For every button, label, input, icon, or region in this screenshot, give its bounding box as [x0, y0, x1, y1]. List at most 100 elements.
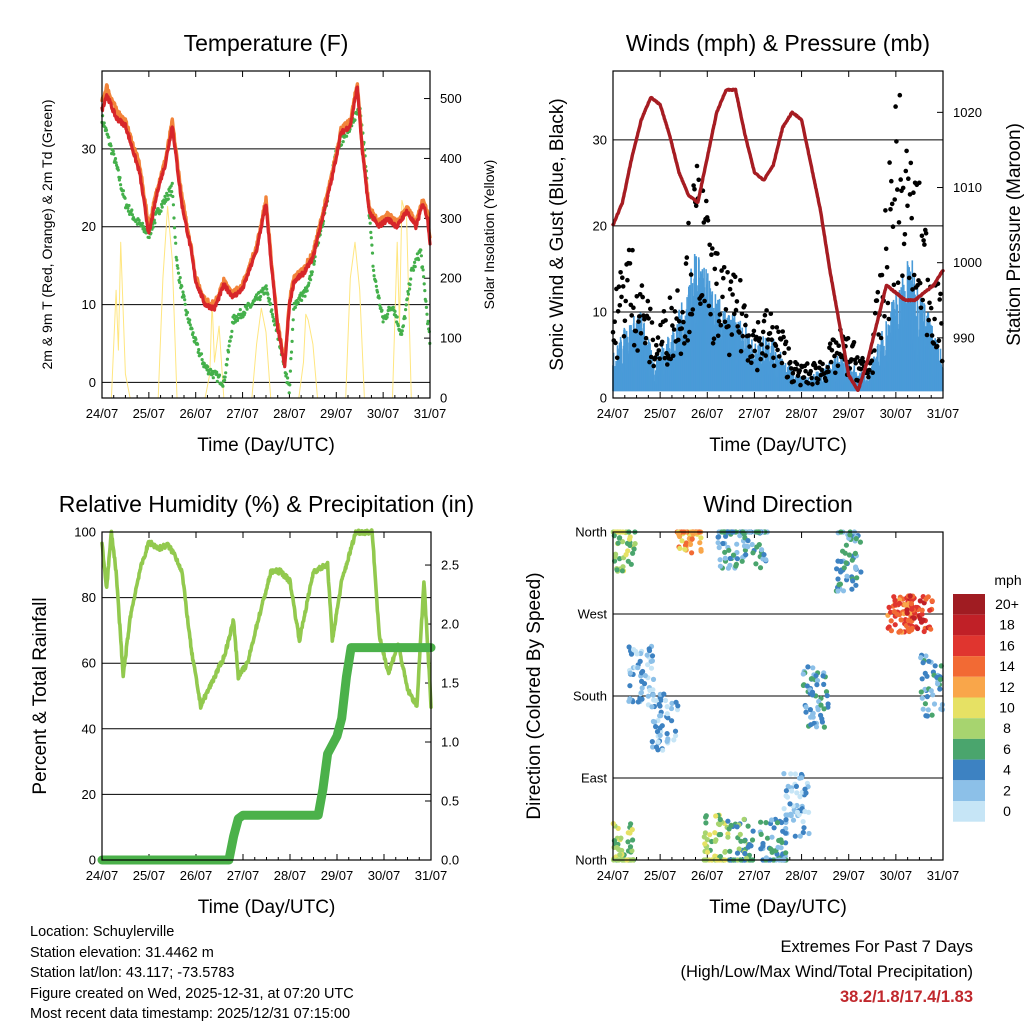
dewpoint-point: [420, 265, 425, 269]
gust-point: [759, 342, 764, 347]
dewpoint-point: [215, 379, 219, 383]
direction-point: [677, 545, 683, 552]
dewpoint-point: [119, 183, 123, 187]
x-tick-label: 30/07: [368, 868, 401, 883]
direction-point: [924, 713, 931, 719]
gust-point: [716, 319, 722, 324]
gust-point: [749, 353, 755, 359]
y-tick-label: 10: [593, 304, 607, 319]
direction-point: [631, 546, 637, 552]
dewpoint-point: [381, 320, 385, 324]
gust-point: [776, 329, 781, 335]
dewpoint-point: [107, 135, 111, 139]
y2-tick-label: 400: [440, 151, 462, 166]
gust-point: [918, 305, 924, 311]
direction-point: [734, 541, 740, 547]
t2m-line: [100, 85, 432, 369]
dewpoint-point: [225, 357, 229, 361]
y-tick-label: 0: [89, 375, 96, 390]
x-tick-label: 29/07: [832, 868, 865, 883]
direction-point: [632, 541, 638, 547]
gust-point: [894, 139, 899, 144]
gust-point: [781, 334, 786, 340]
station-info: Location: Schuylerville Station elevatio…: [30, 922, 354, 1025]
direction-point: [821, 724, 828, 730]
x-tick-label: 24/07: [86, 868, 119, 883]
direction-point: [814, 682, 820, 688]
dewpoint-point: [121, 189, 125, 193]
direction-point: [938, 706, 944, 712]
gust-point: [718, 322, 724, 328]
direction-point: [843, 560, 849, 566]
x-tick-label: 26/07: [691, 868, 724, 883]
gust-point: [737, 330, 742, 335]
dewpoint-point: [339, 143, 344, 147]
gust-point: [855, 355, 860, 360]
legend-swatch: [953, 594, 985, 615]
y2-tick-label: 2.5: [441, 558, 459, 573]
direction-point: [920, 617, 926, 623]
gust-point: [709, 252, 714, 257]
plot-border: [612, 531, 944, 861]
extremes-values: 38.2/1.8/17.4/1.83: [839, 988, 973, 1006]
gust-point: [872, 348, 877, 353]
gust-point: [764, 308, 769, 313]
dewpoint-point: [391, 305, 395, 309]
direction-point: [783, 793, 789, 799]
x-axis-label: Time (Day/UTC): [198, 897, 336, 918]
dewpoint-point: [245, 307, 249, 311]
x-tick-label: 28/07: [273, 406, 306, 421]
gust-point: [715, 333, 721, 339]
dewpoint-point: [197, 348, 201, 352]
humidity-line: [100, 528, 433, 710]
direction-point: [911, 615, 917, 621]
direction-point: [758, 831, 764, 838]
gust-point: [708, 311, 713, 317]
dewpoint-point: [178, 276, 182, 280]
direction-point: [669, 718, 675, 724]
gust-point: [771, 363, 777, 369]
gust-point: [687, 329, 692, 335]
gust-point: [923, 231, 929, 236]
gust-point: [785, 374, 791, 380]
gust-point: [657, 356, 662, 362]
gust-point: [900, 273, 905, 279]
direction-point: [650, 744, 656, 750]
legend-swatch: [953, 759, 985, 781]
dewpoint-point: [269, 302, 273, 306]
direction-point: [712, 853, 718, 859]
dewpoint-point: [289, 357, 293, 361]
direction-point: [720, 540, 726, 547]
gust-point: [924, 332, 930, 338]
x-tick-label: 31/07: [927, 868, 960, 883]
dewpoint-point: [288, 383, 292, 387]
dewpoint-point: [116, 168, 120, 172]
gust-point: [720, 294, 725, 300]
gust-point: [712, 266, 718, 272]
dewpoint-point: [400, 329, 404, 333]
x-tick-label: 24/07: [597, 868, 630, 883]
direction-point: [763, 820, 769, 826]
x-tick-label: 30/07: [880, 406, 913, 421]
direction-point: [655, 747, 661, 753]
direction-point: [664, 711, 670, 717]
direction-point: [653, 698, 659, 704]
gust-point: [874, 298, 880, 303]
gust-point: [906, 176, 911, 181]
gust-point: [705, 218, 711, 223]
gust-point: [643, 335, 649, 341]
legend-swatch: [953, 697, 985, 719]
gust-point: [926, 317, 931, 323]
x-tick-label: 25/07: [644, 406, 677, 421]
dewpoint-point: [223, 375, 227, 379]
gust-point: [816, 377, 821, 382]
gust-point: [755, 367, 760, 373]
gust-point: [680, 309, 685, 315]
direction-point: [649, 704, 655, 710]
direction-point: [623, 552, 629, 558]
direction-point: [689, 550, 695, 556]
dewpoint-point: [140, 221, 145, 225]
direction-point: [727, 848, 733, 854]
gust-point: [895, 187, 900, 192]
